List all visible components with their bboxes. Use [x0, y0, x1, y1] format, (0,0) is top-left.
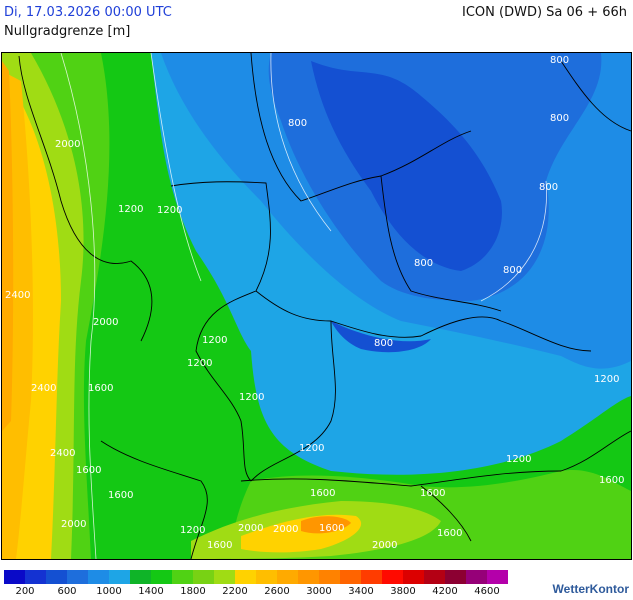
legend-tick-label: 1000	[96, 586, 122, 597]
legend-swatch	[361, 570, 382, 584]
legend-swatch	[445, 570, 466, 584]
legend-swatch	[130, 570, 151, 584]
contour-label: 1200	[594, 374, 619, 385]
zone-400-south	[331, 321, 431, 353]
legend-swatch	[403, 570, 424, 584]
zone-3000	[2, 61, 14, 431]
zone-1400	[2, 53, 631, 559]
contour-labels: 800 800 800 800 800 800 800 1200 1200 1200 1200 120…	[5, 55, 624, 551]
legend-swatch	[319, 570, 340, 584]
contour-label: 1600	[310, 488, 335, 499]
legend-swatch	[46, 570, 67, 584]
contour-label: 1600	[207, 540, 232, 551]
map-canvas: 800 800 800 800 800 800 800 1200 1200 1200 1200 120…	[2, 53, 631, 559]
valid-time-label: Di, 17.03.2026 00:00 UTC	[4, 5, 172, 20]
contour-label: 2000	[273, 524, 298, 535]
legend-swatch	[25, 570, 46, 584]
legend-swatch	[298, 570, 319, 584]
legend-swatch	[214, 570, 235, 584]
contour-label: 1600	[437, 528, 462, 539]
contour-label: 1600	[76, 465, 101, 476]
contour-label: 800	[414, 258, 433, 269]
contour-label: 1200	[202, 335, 227, 346]
legend-swatch	[382, 570, 403, 584]
legend-tick-label: 3800	[390, 586, 416, 597]
legend-swatch	[256, 570, 277, 584]
legend-tick-label: 2200	[222, 586, 248, 597]
contour-label: 1600	[599, 475, 624, 486]
legend-swatch	[235, 570, 256, 584]
legend-swatch	[4, 570, 25, 584]
legend-swatch	[193, 570, 214, 584]
legend-tick-label: 3400	[348, 586, 374, 597]
contour-label: 800	[503, 265, 522, 276]
legend-swatch	[466, 570, 487, 584]
legend-swatch	[67, 570, 88, 584]
legend-tick-label: 2600	[264, 586, 290, 597]
legend-swatch	[172, 570, 193, 584]
legend-swatch	[88, 570, 109, 584]
contour-label: 800	[374, 338, 393, 349]
legend-tick-label: 200	[15, 586, 35, 597]
contour-label: 2000	[55, 139, 80, 150]
zone-alps-3400	[301, 516, 351, 534]
legend-tick-label: 1800	[180, 586, 206, 597]
contour-label: 1200	[239, 392, 264, 403]
freezing-level-map: 800 800 800 800 800 800 800 1200 1200 1200 1200 120…	[1, 52, 632, 560]
legend-swatch	[277, 570, 298, 584]
contour-label: 1200	[118, 204, 143, 215]
contour-label: 2400	[5, 290, 30, 301]
legend-tick-label: 600	[57, 586, 77, 597]
contour-label: 1200	[157, 205, 182, 216]
contour-label: 1600	[319, 523, 344, 534]
contour-label: 2000	[61, 519, 86, 530]
contour-label: 1600	[420, 488, 445, 499]
contour-label: 1600	[108, 490, 133, 501]
wetterkontor-logo[interactable]: WetterKontor	[552, 582, 629, 596]
isolines	[60, 53, 547, 559]
contour-label: 1600	[88, 383, 113, 394]
legend-swatch	[109, 570, 130, 584]
parameter-label: Nullgradgrenze [m]	[4, 24, 131, 39]
legend-tick-label: 4600	[474, 586, 500, 597]
contour-label: 2400	[50, 448, 75, 459]
legend-swatch	[151, 570, 172, 584]
contour-label: 800	[550, 113, 569, 124]
country-borders	[18, 53, 631, 559]
legend-swatch	[340, 570, 361, 584]
contour-label: 1200	[180, 525, 205, 536]
contour-label: 2000	[372, 540, 397, 551]
model-run-label: ICON (DWD) Sa 06 + 66h	[462, 5, 627, 20]
contour-label: 800	[550, 55, 569, 66]
contour-label: 2000	[93, 317, 118, 328]
legend-tick-label: 4200	[432, 586, 458, 597]
legend-swatch	[487, 570, 508, 584]
zone-400	[311, 61, 502, 271]
contour-label: 1200	[187, 358, 212, 369]
legend-tick-label: 3000	[306, 586, 332, 597]
contour-label: 800	[539, 182, 558, 193]
legend-tick-label: 1400	[138, 586, 164, 597]
contour-label: 2000	[238, 523, 263, 534]
legend-swatch	[424, 570, 445, 584]
contour-label: 1200	[299, 443, 324, 454]
contour-label: 2400	[31, 383, 56, 394]
contour-label: 800	[288, 118, 307, 129]
contour-label: 1200	[506, 454, 531, 465]
